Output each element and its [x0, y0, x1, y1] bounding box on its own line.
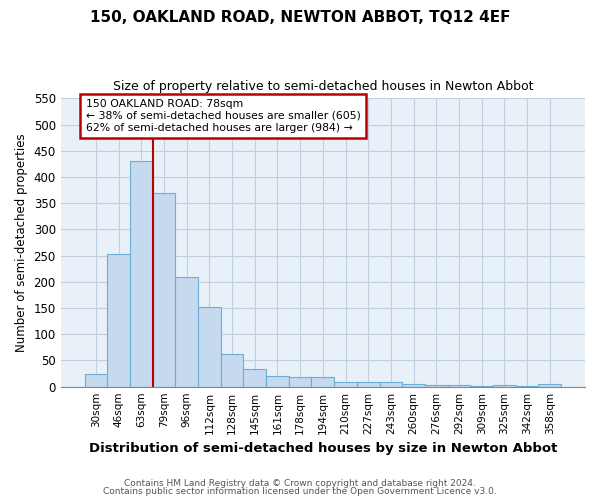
Bar — [175, 276, 198, 386]
Text: Contains HM Land Registry data © Crown copyright and database right 2024.: Contains HM Land Registry data © Crown c… — [124, 478, 476, 488]
Bar — [152, 192, 175, 386]
Bar — [425, 384, 448, 386]
Bar — [130, 161, 152, 386]
Bar — [402, 384, 425, 386]
Bar — [244, 370, 266, 386]
Bar — [357, 382, 380, 386]
Bar — [448, 384, 470, 386]
Bar — [380, 382, 402, 386]
Bar — [311, 377, 334, 386]
Y-axis label: Number of semi-detached properties: Number of semi-detached properties — [15, 133, 28, 352]
Text: 150, OAKLAND ROAD, NEWTON ABBOT, TQ12 4EF: 150, OAKLAND ROAD, NEWTON ABBOT, TQ12 4E… — [90, 10, 510, 25]
Bar — [107, 254, 130, 386]
Bar — [85, 374, 107, 386]
X-axis label: Distribution of semi-detached houses by size in Newton Abbot: Distribution of semi-detached houses by … — [89, 442, 557, 455]
Bar — [221, 354, 244, 386]
Bar — [493, 385, 516, 386]
Text: 150 OAKLAND ROAD: 78sqm
← 38% of semi-detached houses are smaller (605)
62% of s: 150 OAKLAND ROAD: 78sqm ← 38% of semi-de… — [86, 100, 361, 132]
Bar — [289, 377, 311, 386]
Bar — [334, 382, 357, 386]
Bar — [266, 376, 289, 386]
Bar — [198, 307, 221, 386]
Bar — [538, 384, 561, 386]
Text: Contains public sector information licensed under the Open Government Licence v3: Contains public sector information licen… — [103, 487, 497, 496]
Title: Size of property relative to semi-detached houses in Newton Abbot: Size of property relative to semi-detach… — [113, 80, 533, 93]
